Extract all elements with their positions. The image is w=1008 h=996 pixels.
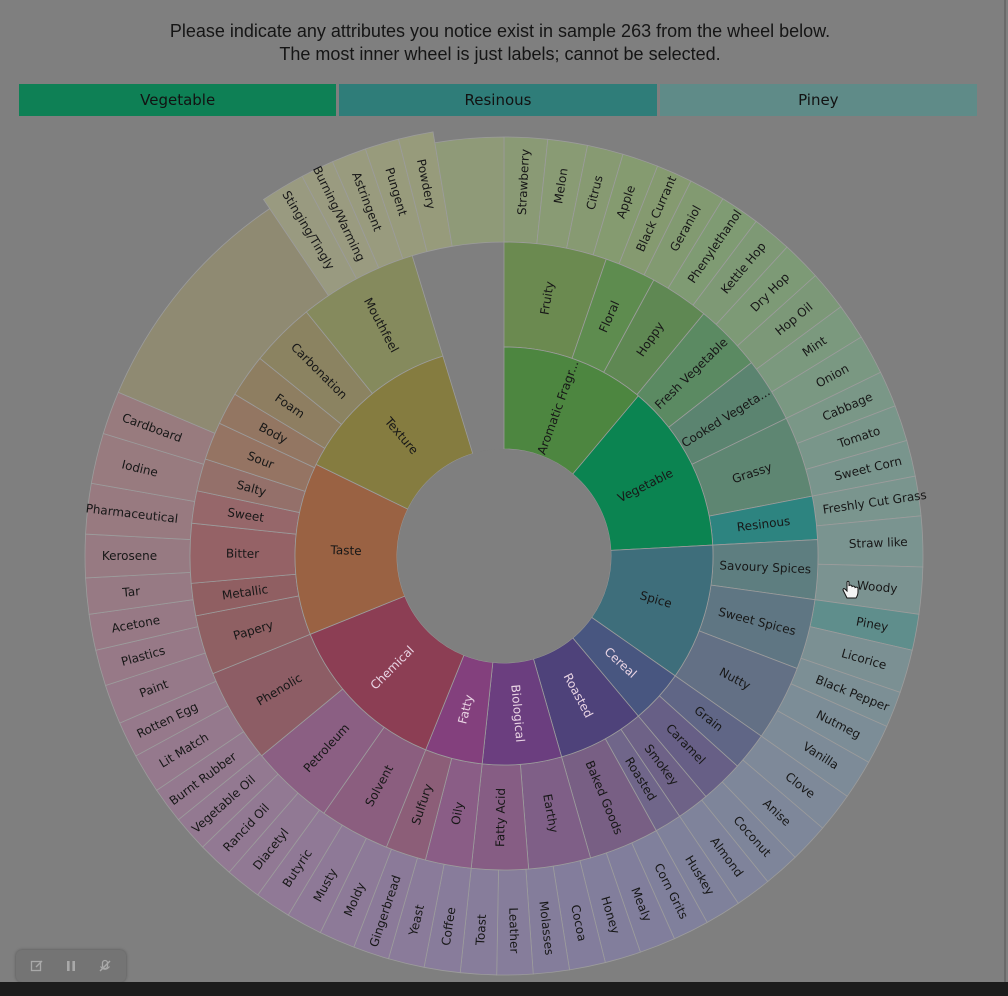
label-leather: Leather (506, 907, 521, 953)
label-oily-middle: Oily (449, 801, 467, 826)
selected-chip-resinous[interactable]: Resinous (339, 84, 657, 116)
label-fatty-inner: Fatty (455, 693, 476, 725)
pause-icon[interactable] (60, 955, 82, 977)
selected-chip-vegetable[interactable]: Vegetable (19, 84, 337, 116)
label-sweet-middle: Sweet (226, 505, 265, 525)
instructions: Please indicate any attributes you notic… (0, 20, 1000, 66)
label-metallic-middle: Metallic (221, 582, 269, 602)
label-fruity-middle: Fruity (537, 280, 556, 316)
hand-cursor-icon (842, 580, 859, 599)
label-fatty-acid-middle: Fatty Acid (493, 788, 508, 847)
label-melon: Melon (551, 167, 570, 205)
instruction-line-2: The most inner wheel is just labels; can… (279, 44, 721, 64)
label-earthy-middle: Earthy (540, 793, 561, 834)
label-strawberry: Strawberry (515, 149, 532, 216)
wheel-center (397, 449, 611, 663)
segment-mouthfeel-outer[interactable] (434, 136, 505, 247)
label-biological-inner: Biological (508, 684, 527, 743)
label-toast: Toast (473, 914, 489, 947)
label-taste-inner: Taste (329, 543, 362, 558)
mute-icon[interactable] (94, 955, 116, 977)
label-tar: Tar (121, 584, 141, 600)
label-kerosene: Kerosene (102, 549, 157, 563)
label-woody: Woody (856, 578, 898, 595)
label-savoury-spices-middle: Savoury Spices (719, 558, 811, 576)
bottom-strip (0, 982, 1008, 996)
label-resinous-middle: Resinous (736, 514, 791, 534)
playback-controls (16, 950, 126, 982)
selected-path-bar: Vegetable Resinous Piney (19, 84, 977, 116)
annotate-icon[interactable] (26, 955, 48, 977)
label-molasses: Molasses (536, 900, 556, 956)
label-bitter-middle: Bitter (226, 547, 259, 561)
instruction-line-1: Please indicate any attributes you notic… (169, 21, 831, 41)
label-coffee: Coffee (439, 906, 459, 946)
label-straw-like: Straw like (849, 535, 908, 551)
label-piney: Piney (855, 614, 889, 634)
selected-chip-piney[interactable]: Piney (659, 84, 977, 116)
